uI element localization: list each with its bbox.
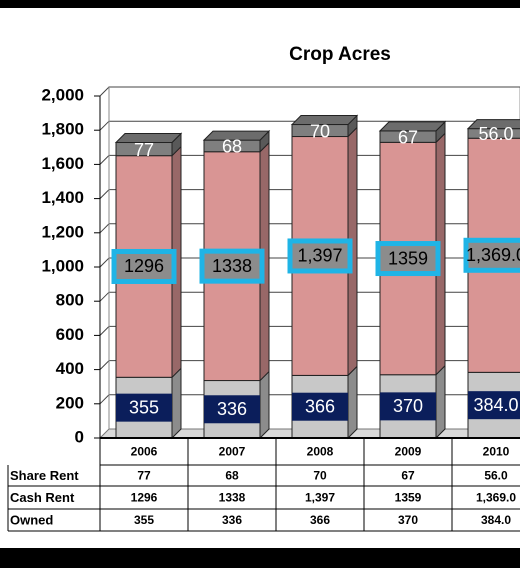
- x-tick-label: 2010: [483, 445, 510, 459]
- y-tick-label: 2,000: [41, 85, 84, 104]
- bar-top: [378, 121, 447, 132]
- x-tick-label: 2006: [131, 445, 158, 459]
- data-label-box: [375, 241, 441, 277]
- table-row-header: Owned: [10, 512, 53, 527]
- y-tick-label: 1,200: [41, 222, 84, 241]
- table-cell: 384.0: [481, 513, 511, 527]
- y-tick-label: 0: [75, 427, 84, 446]
- table-cell: 370: [398, 513, 418, 527]
- data-label: 370: [393, 396, 423, 416]
- top-bar: [0, 0, 520, 8]
- y-tick-label: 600: [56, 325, 84, 344]
- y-tick-label: 1,400: [41, 188, 84, 207]
- bar-top: [114, 133, 183, 144]
- table-cell: 1,397: [305, 491, 335, 505]
- table-cell: 366: [310, 513, 330, 527]
- data-label: 1,369.0: [466, 245, 520, 265]
- chart-title: Crop Acres: [289, 44, 391, 65]
- table-cell: 355: [134, 513, 154, 527]
- table-cell: 336: [222, 513, 242, 527]
- y-tick-label: 200: [56, 393, 84, 412]
- table-cell: 1296: [131, 491, 158, 505]
- bar-side: [259, 370, 270, 440]
- data-label: 77: [134, 140, 154, 160]
- data-label-box: [380, 392, 436, 421]
- data-label-box: [468, 391, 520, 420]
- data-label: 336: [217, 399, 247, 419]
- bar-side: [347, 365, 358, 440]
- data-label-box: [116, 393, 172, 422]
- table-cell: 56.0: [484, 469, 508, 483]
- data-label: 1338: [212, 256, 252, 276]
- data-label: 1359: [388, 248, 428, 268]
- table-cell: 70: [313, 469, 327, 483]
- data-label-box: [287, 238, 353, 274]
- table-row-header: Cash Rent: [10, 490, 75, 505]
- table-cell: 1338: [219, 491, 246, 505]
- table-cell: 77: [137, 469, 151, 483]
- y-tick-label: 800: [56, 291, 84, 310]
- data-label-box: [199, 248, 265, 284]
- data-label: 1296: [124, 256, 164, 276]
- data-label: 1,397: [297, 246, 342, 266]
- bar-top: [466, 119, 520, 130]
- bar-side: [435, 364, 446, 440]
- data-label: 67: [398, 127, 418, 147]
- y-tick-label: 1,000: [41, 256, 84, 275]
- bottom-bar: [0, 548, 520, 568]
- bar-top: [290, 115, 359, 126]
- table-cell: 1,369.0: [476, 491, 516, 505]
- y-tick-label: 400: [56, 359, 84, 378]
- x-tick-label: 2007: [219, 445, 246, 459]
- table-row-header: Share Rent: [10, 468, 79, 483]
- y-tick-label: 1,600: [41, 154, 84, 173]
- data-label: 70: [310, 121, 330, 141]
- data-label: 355: [129, 397, 159, 417]
- data-label: 68: [222, 137, 242, 157]
- table-cell: 1359: [395, 491, 422, 505]
- data-label-box: [204, 395, 260, 424]
- y-tick-label: 1,800: [41, 120, 84, 139]
- data-label-box: [111, 248, 177, 284]
- data-label-box: [463, 237, 520, 273]
- x-tick-label: 2008: [307, 445, 334, 459]
- data-label: 384.0: [473, 395, 518, 415]
- data-label: 56.0: [478, 124, 513, 144]
- x-tick-label: 2009: [395, 445, 422, 459]
- table-cell: 67: [401, 469, 415, 483]
- table-cell: 68: [225, 469, 239, 483]
- bar-side: [171, 367, 182, 440]
- bar-top: [202, 130, 271, 141]
- data-label-box: [292, 392, 348, 421]
- data-label: 366: [305, 396, 335, 416]
